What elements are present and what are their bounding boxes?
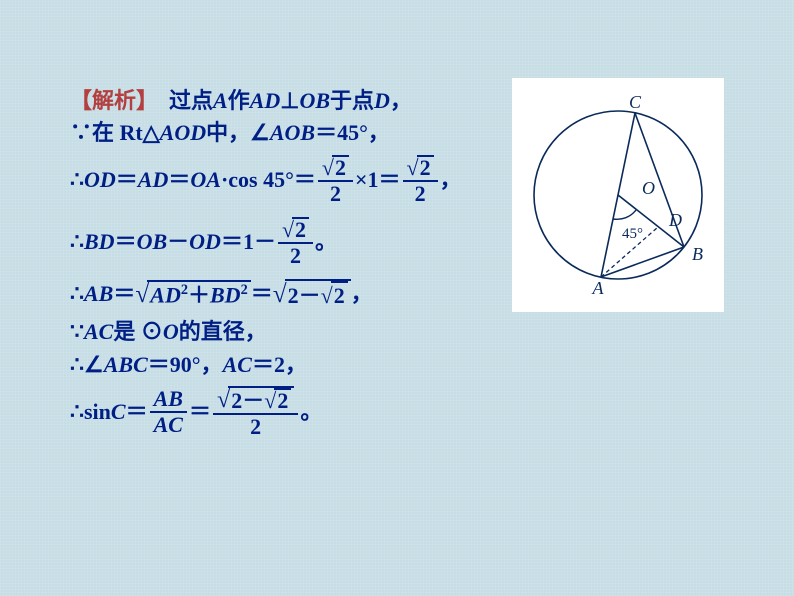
line-8: ∴sin C ＝ AB AC ＝ √2－√2 2 。 [70, 386, 462, 438]
line-1: 【解析】 过点 A 作 AD ⊥ OB 于点 D ， [70, 88, 462, 114]
line-3: ∴ OD ＝ AD ＝ OA ·cos 45°＝ √2 2 ×1＝ √2 2 ， [70, 155, 462, 205]
label-O: O [642, 178, 655, 198]
fraction: √2 2 [278, 217, 313, 267]
fraction: √2 2 [403, 155, 438, 205]
label-analysis: 【解析】 [70, 88, 158, 114]
line-2: ∵在 Rt △ AOD 中， ∠ AOB ＝45°， [70, 120, 462, 146]
label-D: D [668, 210, 682, 230]
fraction: AB AC [150, 388, 187, 436]
line-4: ∴ BD ＝ OB － OD ＝1－ √2 2 。 [70, 217, 462, 267]
label-B: B [692, 244, 703, 264]
label-A: A [592, 278, 605, 298]
label-C: C [629, 92, 642, 112]
label-angle: 45° [622, 226, 643, 242]
circle-diagram: C O D B A 45° [512, 78, 724, 312]
line-5: ∴ AB ＝ √AD2＋BD2 ＝ √2－√2 ， [70, 279, 462, 309]
line-6: ∵ AC 是 ⊙ O 的直径， [70, 319, 462, 345]
sqrt: √2－√2 [273, 279, 351, 309]
solution-text: 【解析】 过点 A 作 AD ⊥ OB 于点 D ， ∵在 Rt △ AOD 中… [70, 88, 462, 444]
line-7: ∴ ∠ ABC ＝90°， AC ＝2， [70, 352, 462, 378]
fraction: √2 2 [318, 155, 353, 205]
fraction: √2－√2 2 [213, 386, 298, 438]
sqrt: √AD2＋BD2 [135, 279, 250, 309]
